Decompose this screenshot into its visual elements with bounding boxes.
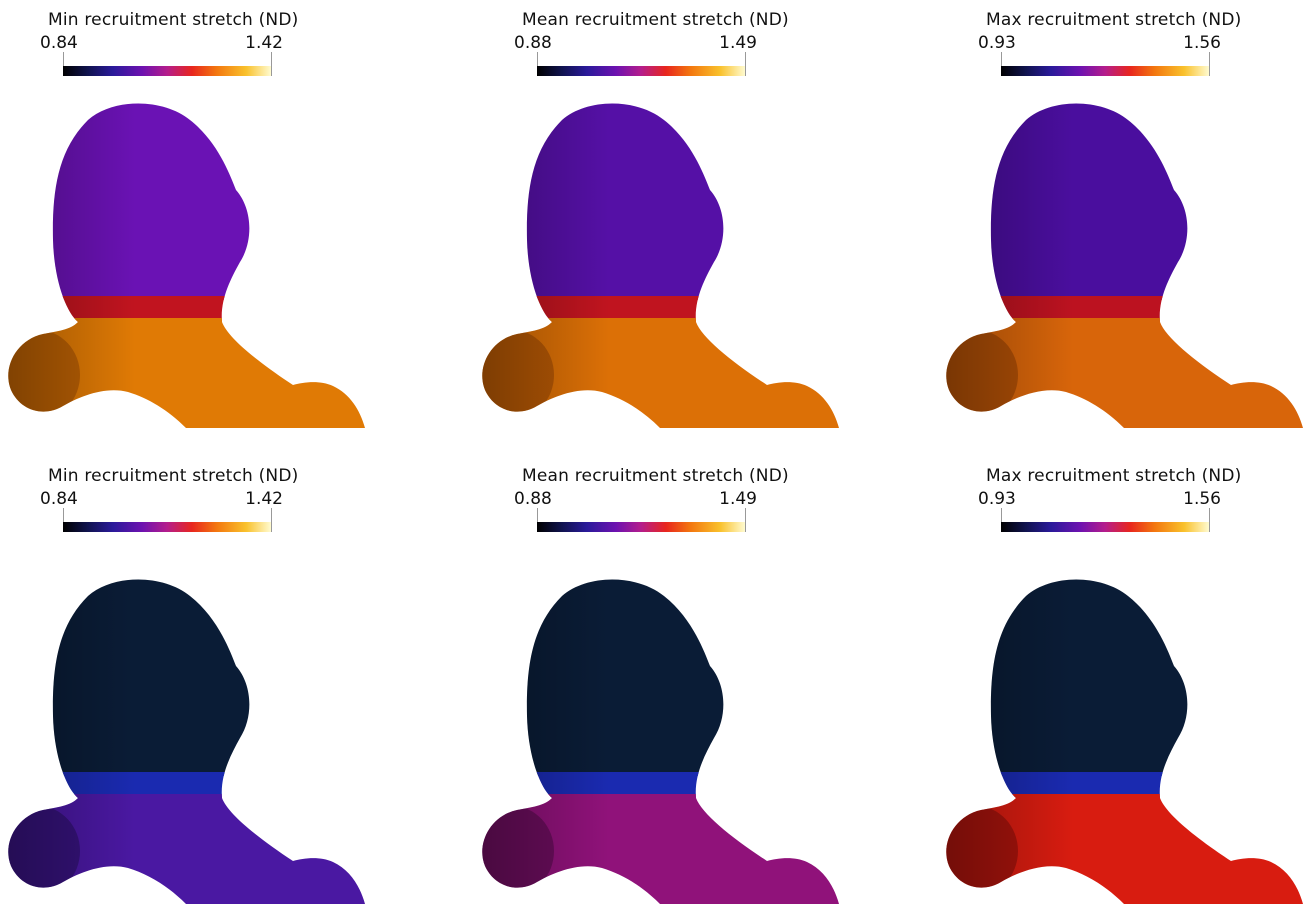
colorbar-tick-max — [1209, 52, 1210, 76]
panel-mean-bottom: Mean recruitment stretch (ND) 0.88 1.49 — [482, 456, 862, 904]
colorbar-gradient — [537, 522, 745, 532]
panel-max-top: Max recruitment stretch (ND) 0.93 1.56 — [946, 0, 1308, 440]
colorbar-tick-min — [63, 52, 64, 76]
colorbar-gradient — [63, 66, 271, 76]
colorbar-max-label: 1.42 — [245, 489, 283, 509]
colorbar-tick-max — [745, 52, 746, 76]
colorbar-tick-min — [537, 508, 538, 532]
colorbar-max-label: 1.42 — [245, 33, 283, 53]
colorbar-title: Min recruitment stretch (ND) — [48, 466, 299, 486]
lighting-shade — [8, 579, 366, 904]
aneurysm-render — [946, 103, 1304, 428]
colorbar-min-label: 0.84 — [40, 489, 78, 509]
colorbar-tick-max — [271, 508, 272, 532]
colorbar-max-label: 1.49 — [719, 33, 757, 53]
aneurysm-render — [946, 579, 1304, 904]
colorbar-gradient — [1001, 66, 1209, 76]
colorbar-title: Mean recruitment stretch (ND) — [522, 10, 789, 30]
colorbar-gradient — [537, 66, 745, 76]
aneurysm-render — [8, 579, 366, 904]
colorbar-max-label: 1.56 — [1183, 33, 1221, 53]
lighting-shade — [946, 103, 1304, 428]
colorbar-min-label: 0.93 — [978, 33, 1016, 53]
aneurysm-render — [8, 103, 366, 428]
colorbar-gradient — [1001, 522, 1209, 532]
colorbar-min-label: 0.93 — [978, 489, 1016, 509]
panel-max-bottom: Max recruitment stretch (ND) 0.93 1.56 — [946, 456, 1308, 904]
colorbar-tick-max — [271, 52, 272, 76]
colorbar-min-label: 0.84 — [40, 33, 78, 53]
colorbar-tick-min — [63, 508, 64, 532]
colorbar-min-label: 0.88 — [514, 489, 552, 509]
colorbar-tick-min — [1001, 52, 1002, 76]
panel-min-top: Min recruitment stretch (ND) 0.84 1.42 — [8, 0, 388, 440]
colorbar-title: Max recruitment stretch (ND) — [986, 10, 1242, 30]
colorbar-title: Max recruitment stretch (ND) — [986, 466, 1242, 486]
panel-mean-top: Mean recruitment stretch (ND) 0.88 1.49 — [482, 0, 862, 440]
panel-min-bottom: Min recruitment stretch (ND) 0.84 1.42 — [8, 456, 388, 904]
colorbar-min-label: 0.88 — [514, 33, 552, 53]
colorbar-max-label: 1.56 — [1183, 489, 1221, 509]
lighting-shade — [8, 103, 366, 428]
colorbar-tick-max — [1209, 508, 1210, 532]
colorbar-title: Mean recruitment stretch (ND) — [522, 466, 789, 486]
colorbar-max-label: 1.49 — [719, 489, 757, 509]
colorbar-title: Min recruitment stretch (ND) — [48, 10, 299, 30]
colorbar-gradient — [63, 522, 271, 532]
aneurysm-render — [482, 579, 840, 904]
colorbar-tick-max — [745, 508, 746, 532]
lighting-shade — [482, 579, 840, 904]
colorbar-tick-min — [537, 52, 538, 76]
lighting-shade — [482, 103, 840, 428]
lighting-shade — [946, 579, 1304, 904]
colorbar-tick-min — [1001, 508, 1002, 532]
aneurysm-render — [482, 103, 840, 428]
